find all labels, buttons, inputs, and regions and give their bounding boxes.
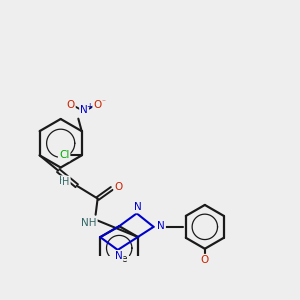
Text: NH: NH [81, 218, 97, 228]
Text: N: N [80, 105, 88, 115]
Text: N: N [157, 221, 165, 231]
Text: O: O [201, 255, 209, 265]
Text: N: N [115, 251, 122, 261]
Text: O: O [93, 100, 102, 110]
Text: Me: Me [113, 254, 128, 264]
Text: ⁻: ⁻ [102, 97, 106, 106]
Text: N: N [134, 202, 141, 212]
Text: O: O [114, 182, 123, 192]
Text: H: H [62, 177, 70, 187]
Text: Cl: Cl [59, 150, 69, 161]
Text: H: H [58, 176, 66, 186]
Text: +: + [86, 102, 93, 111]
Text: O: O [66, 100, 75, 110]
